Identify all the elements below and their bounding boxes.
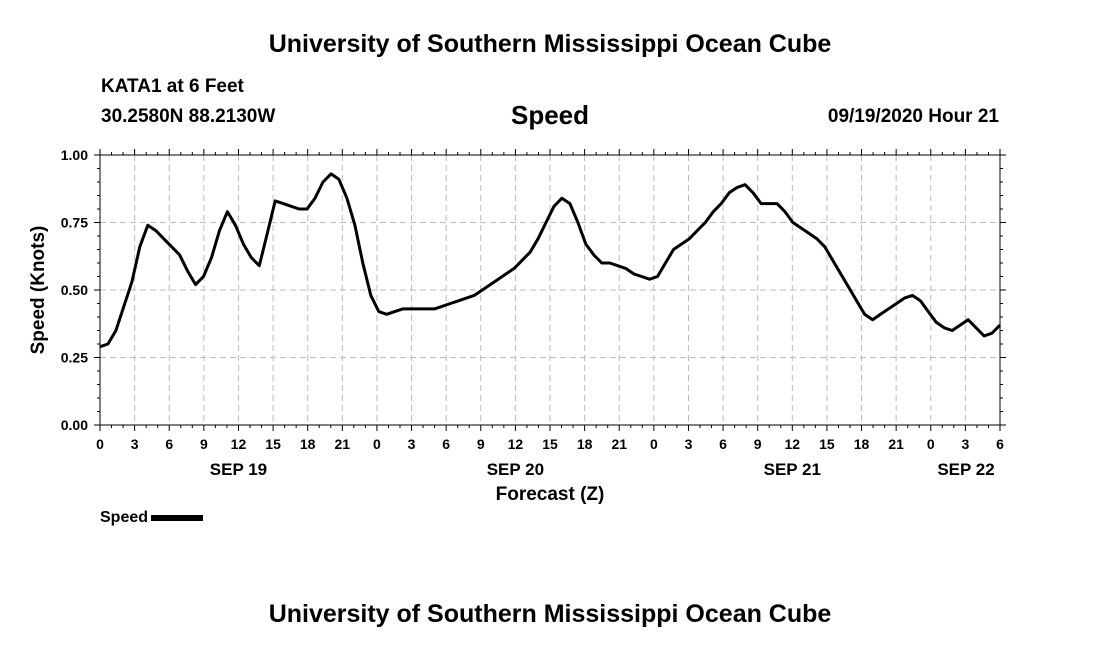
x-tick-label: 3 [131,436,139,452]
x-tick-label: 12 [231,436,247,452]
y-tick-label: 0.75 [61,215,88,231]
x-tick-label: 15 [542,436,558,452]
footer-title: University of Southern Mississippi Ocean… [268,600,832,628]
x-tick-label: 0 [927,436,935,452]
legend: Speed [100,509,204,527]
date-label: SEP 22 [937,460,994,479]
y-tick-label: 0.50 [61,282,88,298]
x-tick-label: 0 [373,436,381,452]
x-tick-label: 9 [200,436,208,452]
x-tick-label: 3 [408,436,416,452]
x-tick-label: 3 [685,436,693,452]
x-tick-label: 21 [335,436,351,452]
x-tick-label: 6 [442,436,450,452]
date-label: SEP 20 [487,460,544,479]
x-tick-label: 9 [754,436,762,452]
station-coordinates: 30.2580N 88.2130W [101,106,276,127]
x-tick-label: 6 [996,436,1004,452]
x-axis-label: Forecast (Z) [496,484,605,505]
x-tick-label: 18 [577,436,593,452]
x-tick-label: 15 [265,436,281,452]
x-tick-label: 18 [300,436,316,452]
y-axis-label: Speed (Knots) [28,226,49,355]
x-tick-label: 12 [508,436,524,452]
x-tick-label: 21 [888,436,904,452]
date-label: SEP 19 [210,460,267,479]
axis-ticks [94,149,1006,431]
date-labels: SEP 19 SEP 20 SEP 21 SEP 22 [210,460,995,479]
y-tick-label: 0.25 [61,350,88,366]
legend-swatch [151,515,204,521]
y-tick-label: 0.00 [61,417,88,433]
speed-series-line [99,172,1002,349]
station-label: KATA1 at 6 Feet [101,76,244,97]
x-tick-label: 0 [96,436,104,452]
x-tick-label: 21 [611,436,627,452]
x-tick-label: 6 [719,436,727,452]
x-tick-label: 15 [819,436,835,452]
legend-label: Speed [100,509,149,526]
x-tick-label: 6 [165,436,173,452]
chart-grid [100,155,1000,425]
date-label: SEP 21 [764,460,821,479]
x-tick-label: 3 [961,436,969,452]
x-tick-label: 12 [785,436,801,452]
x-tick-label: 9 [477,436,485,452]
x-tick-label: 0 [650,436,658,452]
page-title: University of Southern Mississippi Ocean… [268,30,832,58]
y-tick-label: 1.00 [61,147,88,163]
x-tick-label: 18 [854,436,870,452]
forecast-datetime: 09/19/2020 Hour 21 [827,106,999,127]
chart-title: Speed [510,100,590,130]
x-tick-labels: 0 3 6 9 12 15 18 21 0 3 6 9 12 15 18 21 0 3 6 9 12 15 18 21 0 3 6 [96,436,1004,452]
y-tick-labels: 0.00 0.25 0.50 0.75 1.00 [61,147,88,433]
